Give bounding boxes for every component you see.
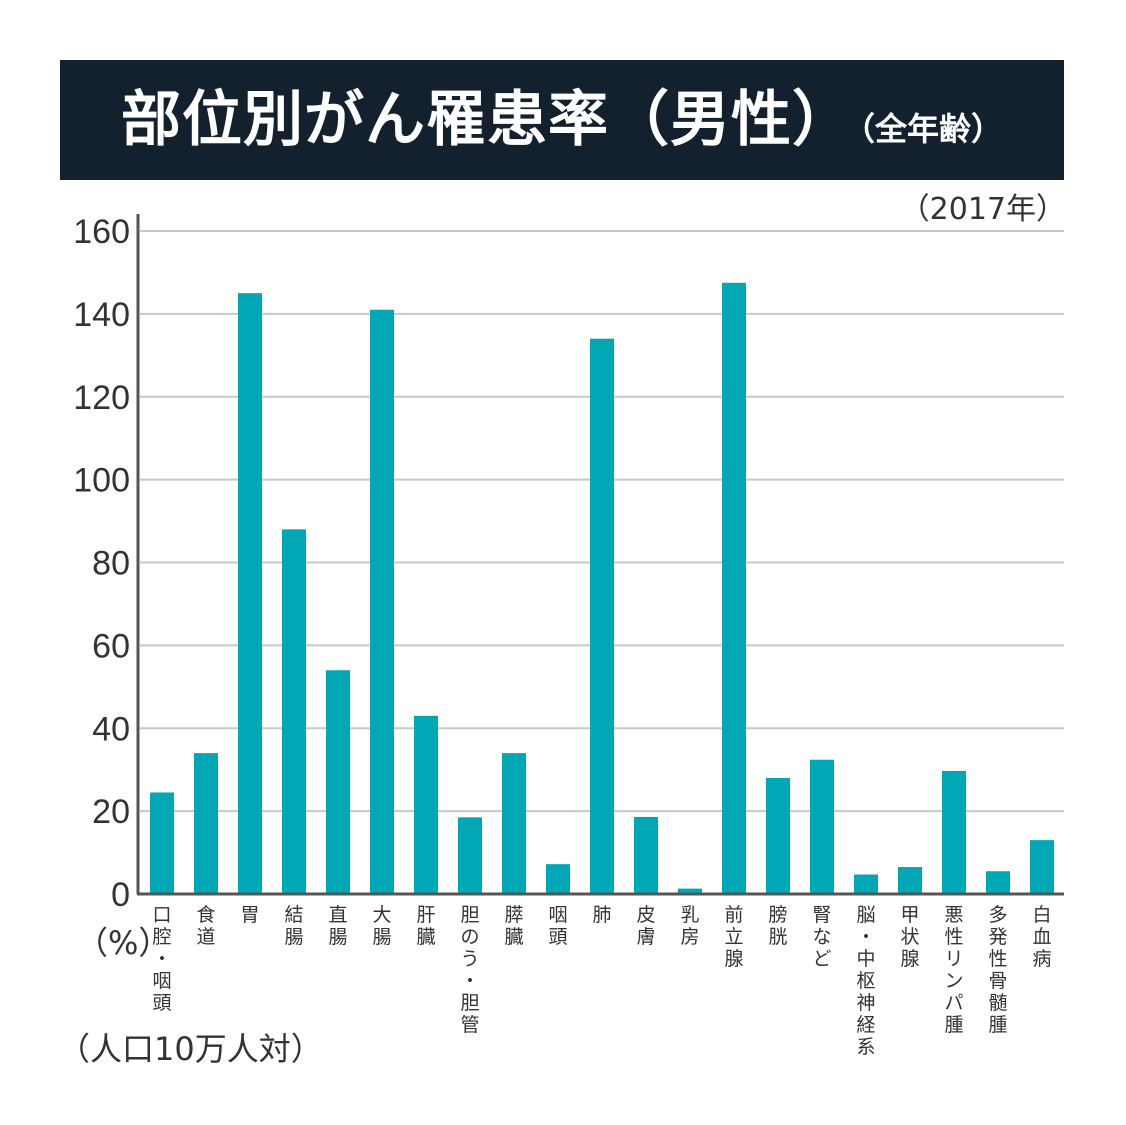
bar — [898, 867, 922, 894]
y-tick-label: 120 — [73, 379, 130, 417]
x-category-label: 甲状腺 — [900, 904, 919, 970]
x-category-label: 膀胱 — [768, 904, 787, 948]
x-category-label: 胆のう・胆管 — [460, 904, 479, 1036]
x-category-label: 肝臓 — [416, 904, 435, 948]
x-category-label: 結腸 — [284, 904, 303, 948]
x-category-label: 膵臓 — [504, 904, 523, 948]
year-note: （2017年） — [899, 192, 1066, 227]
bar — [370, 309, 394, 894]
bar — [810, 759, 834, 894]
x-category-label: 肺 — [592, 904, 611, 926]
x-category-label: 白血病 — [1032, 904, 1051, 970]
chart-subtitle: （全年齢） — [858, 110, 1003, 148]
bar — [722, 282, 746, 894]
y-tick-label: 140 — [73, 296, 130, 334]
y-tick-label: 40 — [92, 710, 130, 748]
axes — [136, 214, 1064, 896]
y-tick-label: 100 — [73, 462, 130, 500]
x-category-label: 腎など — [812, 904, 831, 970]
x-category-label: 食道 — [196, 904, 215, 948]
x-category-label: 乳房 — [680, 904, 699, 948]
bar — [150, 792, 174, 894]
bar — [546, 864, 570, 894]
x-category-label: 多発性骨髄腫 — [988, 904, 1007, 1036]
y-tick-label: 80 — [92, 545, 130, 583]
x-category-label: 脳・中枢神経系 — [856, 904, 875, 1058]
bar — [1030, 840, 1054, 894]
y-tick-labels: 0 20 40 60 80 100 120 140 160 — [73, 213, 130, 914]
bar — [766, 777, 790, 894]
x-category-label: 皮膚 — [636, 904, 655, 948]
bar — [326, 670, 350, 894]
y-axis-unit: （%） — [76, 924, 171, 962]
x-category-label: 口腔・咽頭 — [152, 904, 171, 1014]
bar — [282, 529, 306, 894]
x-category-label: 咽頭 — [548, 904, 567, 948]
bar — [414, 715, 438, 894]
x-category-label: 直腸 — [328, 904, 347, 948]
bar — [238, 293, 262, 894]
x-category-label: 大腸 — [372, 904, 391, 948]
bar — [942, 770, 966, 894]
bar — [678, 888, 702, 894]
bar — [502, 753, 526, 894]
bars — [150, 282, 1054, 894]
bar — [458, 817, 482, 894]
title-banner: 部位別がん罹患率（男性） （全年齢） — [60, 60, 1064, 180]
bar — [590, 338, 614, 894]
x-category-label: 悪性リンパ腫 — [944, 904, 963, 1036]
x-category-label: 胃 — [240, 904, 259, 926]
y-tick-label: 0 — [111, 876, 130, 914]
bar — [194, 753, 218, 894]
bar — [634, 816, 658, 894]
y-tick-label: 160 — [73, 213, 130, 251]
per-population-note: （人口10万人対） — [58, 1030, 323, 1068]
bar — [986, 871, 1010, 894]
y-tick-label: 60 — [92, 627, 130, 665]
x-category-label: 前立腺 — [724, 904, 743, 970]
chart-title: 部位別がん罹患率（男性） — [120, 85, 853, 155]
bar — [854, 874, 878, 894]
y-tick-label: 20 — [92, 793, 130, 831]
